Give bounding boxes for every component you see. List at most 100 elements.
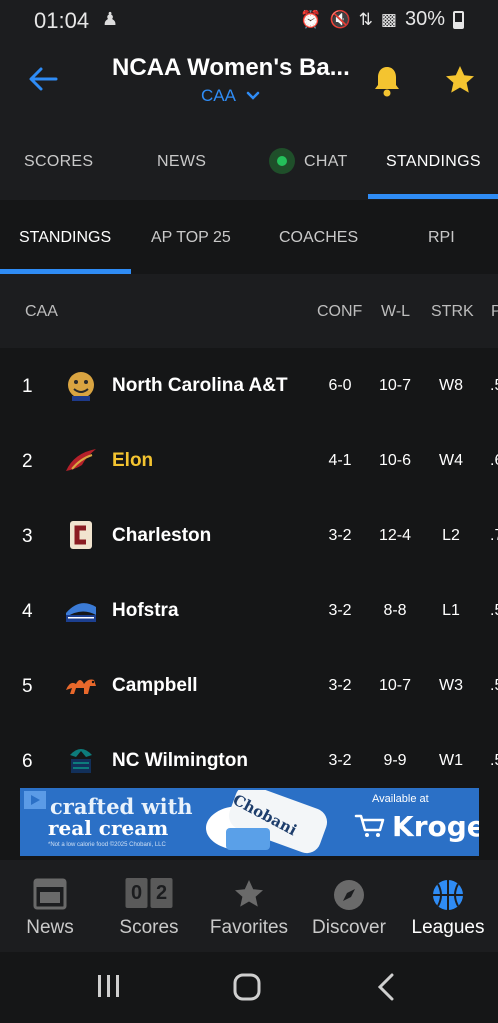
ad-headline: crafted with: [50, 794, 193, 819]
star-icon: [235, 880, 263, 907]
nav-discover[interactable]: Discover: [299, 860, 399, 952]
phoenix-logo-icon: [66, 449, 96, 471]
chevron-down-icon: [246, 91, 260, 100]
table-row[interactable]: 4 Hofstra 3-2 8-8 L1 .5: [0, 573, 498, 648]
team-name: North Carolina A&T: [112, 375, 288, 396]
notification-icon: ♟: [102, 9, 119, 29]
conf-record: 4-1: [328, 452, 352, 469]
pct: .5: [490, 677, 498, 694]
hofstra-logo-icon: [66, 603, 96, 622]
camel-logo-icon: [66, 679, 96, 694]
cougars-logo-icon: [70, 521, 92, 549]
active-subtab-indicator: [0, 269, 131, 274]
conference-label: CAA: [201, 86, 236, 105]
nav-leagues[interactable]: Leagues: [398, 860, 498, 952]
bell-icon[interactable]: [372, 64, 402, 98]
subtab-coaches[interactable]: COACHES: [279, 229, 359, 246]
battery-icon: [453, 10, 464, 29]
table-row[interactable]: 2 Elon 4-1 10-6 W4 .6: [0, 423, 498, 498]
conf-record: 6-0: [328, 377, 352, 394]
subtab-rpi[interactable]: RPI: [428, 229, 455, 246]
back-icon[interactable]: [375, 972, 397, 1002]
streak: L2: [442, 527, 460, 544]
compass-icon: [334, 880, 364, 910]
status-time: 01:04: [34, 8, 90, 33]
score-digit: 0: [125, 878, 148, 908]
subtab-standings[interactable]: STANDINGS: [19, 229, 112, 246]
rank: 4: [22, 601, 33, 622]
pct: .6: [490, 452, 498, 469]
ad-headline-2: real cream: [48, 816, 169, 840]
conf-record: 3-2: [328, 527, 352, 544]
nav-news[interactable]: News: [0, 860, 100, 952]
pct: .5: [490, 377, 498, 394]
subtab-ap-top-25[interactable]: AP TOP 25: [151, 229, 231, 246]
nav-discover-label: Discover: [312, 917, 386, 938]
product-image: [206, 790, 328, 854]
rank: 5: [22, 676, 33, 697]
streak: W4: [439, 452, 463, 469]
data-icon: ⇅: [358, 9, 373, 29]
table-row[interactable]: 3 Charleston 3-2 12-4 L2 .7: [0, 498, 498, 573]
streak: L1: [442, 602, 460, 619]
nav-favorites[interactable]: Favorites: [199, 860, 299, 952]
signal-icon: ▩: [380, 9, 397, 29]
col-strk[interactable]: STRK: [431, 303, 474, 320]
pct: .7: [490, 527, 498, 544]
tab-chat[interactable]: CHAT: [304, 153, 348, 170]
table-row[interactable]: 6 NC Wilmington 3-2 9-9 W1 .5: [0, 723, 498, 788]
rank: 1: [22, 376, 33, 397]
active-tab-indicator: [368, 194, 498, 199]
ad-available-at: Available at: [372, 793, 429, 805]
home-icon[interactable]: [232, 972, 262, 1002]
rank: 2: [22, 451, 33, 472]
back-arrow-icon[interactable]: [26, 62, 60, 96]
nav-leagues-label: Leagues: [411, 917, 485, 938]
win-loss: 8-8: [383, 602, 407, 619]
col-wl[interactable]: W-L: [381, 303, 411, 320]
tab-news[interactable]: NEWS: [157, 153, 207, 170]
nav-favorites-label: Favorites: [209, 917, 289, 938]
win-loss: 10-7: [378, 377, 412, 394]
app-header: NCAA Women's Ba... CAA: [0, 40, 498, 122]
recent-apps-icon[interactable]: [95, 972, 121, 1000]
tab-standings[interactable]: STANDINGS: [386, 153, 481, 170]
conf-record: 3-2: [328, 602, 352, 619]
cart-icon: [354, 814, 385, 837]
news-icon: [33, 878, 67, 910]
scores-icon: 0 2: [125, 878, 173, 908]
bottom-nav: News 0 2 Scores Favorites Discover Leagu…: [0, 860, 498, 952]
team-name: Hofstra: [112, 600, 179, 621]
seahawks-logo-icon: [70, 749, 92, 773]
standings-header: CAA CONF W-L STRK P: [0, 274, 498, 348]
conference-selector[interactable]: CAA: [201, 86, 260, 106]
team-name: Elon: [112, 450, 154, 471]
ad-store-name: Kroger: [392, 810, 479, 843]
streak: W8: [439, 377, 463, 394]
score-digit: 2: [150, 878, 173, 908]
table-row[interactable]: 1 North Carolina A&T 6-0 10-7 W8 .5: [0, 348, 498, 423]
basketball-icon: [433, 880, 463, 910]
nav-scores[interactable]: 0 2 Scores: [99, 860, 199, 952]
nav-news-label: News: [26, 917, 74, 938]
conf-record: 3-2: [328, 752, 352, 769]
tab-scores[interactable]: SCORES: [24, 153, 94, 170]
streak: W1: [439, 752, 463, 769]
table-row[interactable]: 5 Campbell 3-2 10-7 W3 .5: [0, 648, 498, 723]
group-label: CAA: [25, 303, 58, 320]
aggies-logo-icon: [68, 372, 94, 401]
col-pct[interactable]: P: [491, 303, 498, 320]
streak: W3: [439, 677, 463, 694]
col-conf[interactable]: CONF: [317, 303, 363, 320]
rank: 3: [22, 526, 33, 547]
win-loss: 10-7: [378, 677, 412, 694]
team-name: Campbell: [112, 675, 198, 696]
star-icon[interactable]: [444, 64, 476, 96]
standings-table: 1 North Carolina A&T 6-0 10-7 W8 .5 2 El…: [0, 348, 498, 788]
ad-banner[interactable]: crafted with real cream *Not a low calor…: [20, 788, 479, 856]
status-bar: 01:04 ♟ ⏰ 🔇 ⇅ ▩ 30%: [0, 0, 498, 40]
ad-choices-icon[interactable]: [24, 791, 46, 809]
nav-scores-label: Scores: [119, 917, 179, 938]
chat-status-icon: [269, 148, 295, 174]
win-loss: 9-9: [383, 752, 407, 769]
